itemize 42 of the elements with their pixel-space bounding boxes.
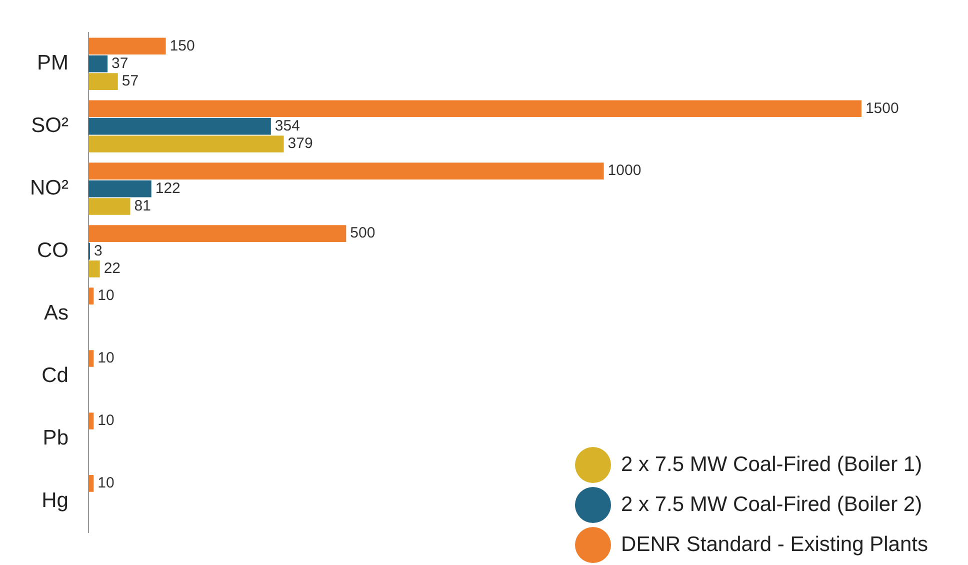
y-tick-label: As xyxy=(44,302,68,325)
y-tick-label: SO² xyxy=(31,114,68,138)
bar xyxy=(88,260,100,278)
data-label: 150 xyxy=(170,37,195,54)
bar xyxy=(88,198,130,215)
legend-label: DENR Standard - Existing Plants xyxy=(621,533,928,557)
legend-label: 2 x 7.5 MW Coal-Fired (Boiler 2) xyxy=(621,493,922,517)
y-tick-label: Cd xyxy=(42,364,68,388)
data-label: 379 xyxy=(288,135,313,152)
data-label: 81 xyxy=(134,198,151,215)
bar xyxy=(88,225,346,242)
bar xyxy=(88,38,166,55)
y-tick-label: NO² xyxy=(30,176,68,200)
y-tick-label: Hg xyxy=(42,488,68,512)
bar xyxy=(88,73,118,90)
bar xyxy=(88,475,94,492)
data-label: 10 xyxy=(98,287,114,304)
bar xyxy=(88,162,604,180)
y-tick-label: CO xyxy=(36,239,68,262)
data-label: 1000 xyxy=(608,162,642,180)
bar xyxy=(88,288,94,304)
bar xyxy=(88,180,152,198)
bar xyxy=(88,350,94,367)
data-label: 10 xyxy=(98,412,114,430)
data-label: 37 xyxy=(112,54,128,72)
legend-label: 2 x 7.5 MW Coal-Fired (Boiler 1) xyxy=(621,453,922,477)
y-tick-label: Pb xyxy=(42,426,68,450)
data-label: 354 xyxy=(274,117,300,134)
bar xyxy=(88,136,284,152)
data-label: 10 xyxy=(98,350,114,367)
data-label: 10 xyxy=(98,474,114,492)
data-label: 22 xyxy=(104,260,121,278)
bar xyxy=(88,100,862,118)
data-label: 1500 xyxy=(865,100,899,117)
bar xyxy=(88,412,94,430)
bar xyxy=(88,118,271,135)
data-label: 3 xyxy=(94,242,102,260)
data-label: 500 xyxy=(350,224,376,242)
data-label: 122 xyxy=(155,180,180,197)
y-tick-label: PM xyxy=(36,52,68,75)
data-label: 57 xyxy=(122,72,139,90)
bar xyxy=(88,55,108,72)
